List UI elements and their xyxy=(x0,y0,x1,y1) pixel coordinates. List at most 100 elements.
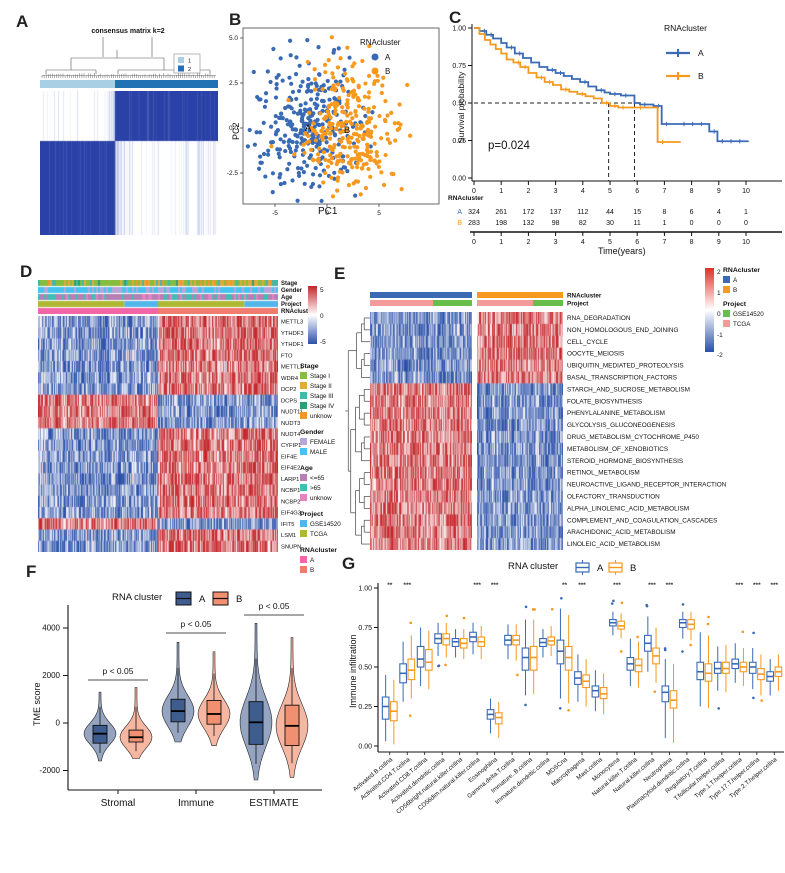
pca-point-b xyxy=(333,108,338,113)
heatmap-d-legend-swatch xyxy=(300,438,307,445)
heatmap-d-legend-item: Stage IV xyxy=(310,403,335,410)
pca-point-b xyxy=(342,71,348,76)
risk-count: 0 xyxy=(744,220,748,227)
pathway-label: COMPLEMENT_AND_COAGULATION_CASCADES xyxy=(567,517,717,524)
pca-point-a xyxy=(282,133,288,138)
heatmap-e-legend-swatch xyxy=(723,310,730,317)
gene-label: SNUPN xyxy=(281,544,301,550)
survival-y-tick: 1.00 xyxy=(452,26,466,33)
pca-point-a xyxy=(325,78,330,84)
pca-point-a xyxy=(254,130,259,135)
pca-point-b xyxy=(356,139,361,144)
pca-point-b xyxy=(345,113,350,118)
pca-point-b xyxy=(321,150,327,155)
outlier-dot xyxy=(409,621,413,625)
gene-label: METTL3 xyxy=(281,320,303,326)
rect-shape xyxy=(178,65,184,72)
pca-point-b xyxy=(354,165,360,170)
pca-point-b xyxy=(366,116,372,121)
pca-point-a xyxy=(308,97,314,102)
pca-point-a xyxy=(336,46,341,51)
heatmap-d-legend-item: MALE xyxy=(310,449,327,456)
pca-point-b xyxy=(360,166,365,171)
pca-point-a xyxy=(263,99,269,104)
pca-point-b xyxy=(306,133,311,139)
pca-point-b xyxy=(372,158,377,163)
pca-point-a xyxy=(295,166,301,171)
gene-label: EIF4G3 xyxy=(281,511,301,517)
sig-mark: *** xyxy=(753,582,761,589)
pca-point-a xyxy=(321,99,326,104)
heatmap-d-body xyxy=(38,316,278,552)
heatmap-d-colorbar-tick: 5 xyxy=(320,287,324,294)
immune-y-tick: 0.25 xyxy=(358,704,372,711)
pca-point-b xyxy=(349,157,354,162)
pca-point-b xyxy=(372,79,377,84)
pathway-label: STARCH_AND_SUCROSE_METABOLISM xyxy=(567,386,690,393)
pca-point-a xyxy=(323,135,329,140)
pca-point-a xyxy=(327,97,332,102)
heatmap-d-legend-title: Age xyxy=(300,465,313,472)
pca-point-a xyxy=(291,110,297,115)
survival-x-tick: 2 xyxy=(526,188,530,195)
pca-point-b xyxy=(358,192,363,197)
pca-point-b xyxy=(365,153,370,159)
survival-y-tick: 0.75 xyxy=(452,63,466,70)
pca-point-b xyxy=(349,121,354,127)
survival-x-tick: 7 xyxy=(662,188,666,195)
box-Activated.CD8.T.cellna-a xyxy=(416,645,425,668)
pca-point-a xyxy=(293,71,299,77)
survival-x-tick: 8 xyxy=(690,188,694,195)
pca-point-b xyxy=(312,87,318,92)
pca-point-a xyxy=(278,137,283,142)
pca-point-b xyxy=(339,120,345,126)
pca-point-b xyxy=(360,136,365,141)
survival-x-axis-label: Time(years) xyxy=(598,246,646,256)
heatmap-e-legend-swatch xyxy=(723,276,730,283)
pca-point-b xyxy=(366,90,372,95)
risk-count: 1 xyxy=(662,220,666,227)
pca-point-a xyxy=(298,103,303,108)
pca-point-a xyxy=(288,149,294,155)
pca-x-axis-label: PC1 xyxy=(318,206,338,217)
violin-box-Stromal-b xyxy=(128,729,144,743)
outlier-dot xyxy=(567,708,570,712)
survival-x-tick: 10 xyxy=(742,188,750,195)
pca-point-b xyxy=(342,145,347,150)
risk-count: 283 xyxy=(468,220,480,227)
pathway-label: STEROID_HORMONE_BIOSYNTHESIS xyxy=(567,458,683,465)
pca-point-b xyxy=(331,75,336,80)
pca-point-b xyxy=(323,170,328,176)
cluster1-strip xyxy=(40,80,115,88)
box-Neutrophilna-a xyxy=(661,685,670,703)
pathway-label: NON_HOMOLOGOUS_END_JOINING xyxy=(567,327,679,334)
sig-mark: *** xyxy=(403,582,411,589)
heatmap-d-annotation-label: Stage xyxy=(281,281,298,287)
e-annotation-project xyxy=(533,300,563,306)
pca-point-b xyxy=(345,98,350,103)
survival-y-tick: 0.25 xyxy=(452,138,466,145)
pca-point-b xyxy=(321,180,326,185)
e-annotation-cluster-b xyxy=(477,292,563,298)
heatmap-e-legend-swatch xyxy=(723,286,730,293)
pca-point-b xyxy=(301,142,306,147)
pca-point-a xyxy=(299,136,304,141)
pca-point-a xyxy=(273,120,278,125)
pca-point-a xyxy=(263,91,269,96)
pca-point-b xyxy=(344,119,349,124)
heatmap-d-colorbar-tick: -5 xyxy=(320,339,326,346)
pca-point-a xyxy=(293,148,298,153)
outlier-dot xyxy=(560,596,563,600)
pca-point-a xyxy=(287,161,292,166)
pathway-label: DRUG_METABOLISM_CYTOCHROME_P450 xyxy=(567,434,699,441)
risk-count: 198 xyxy=(495,220,507,227)
pca-point-b xyxy=(365,127,371,133)
outlier-dot xyxy=(653,690,657,693)
heatmap-d-legend-title: Stage xyxy=(300,363,319,370)
pca-point-b xyxy=(326,58,331,63)
tme-legend-label: B xyxy=(236,594,242,605)
risk-x-tick: 3 xyxy=(554,239,558,246)
pca-point-b xyxy=(337,95,342,100)
tme-category-label: ESTIMATE xyxy=(249,798,299,809)
pca-point-a xyxy=(255,94,260,100)
